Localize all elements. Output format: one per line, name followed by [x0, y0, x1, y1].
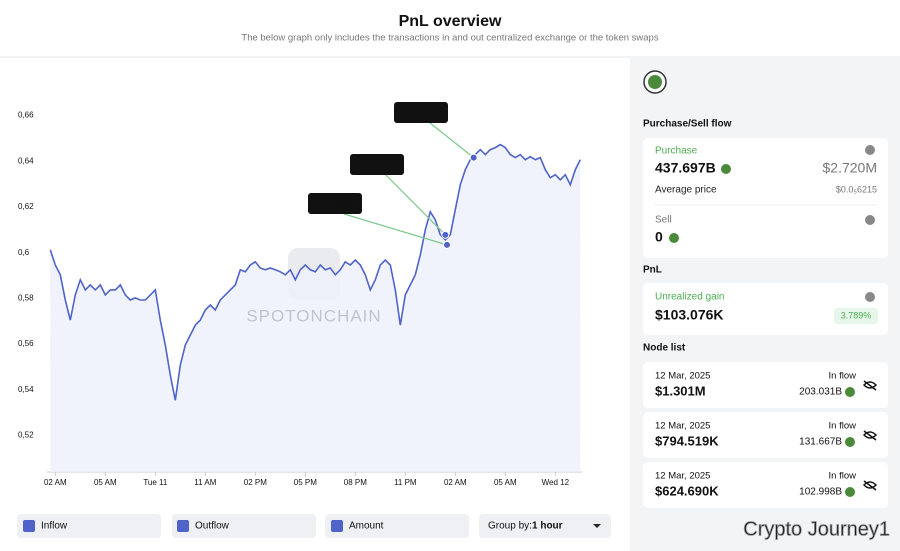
area	[50, 144, 581, 472]
dropdown-arrow	[593, 524, 601, 528]
chart: SPOTONCHAIN0,520,540,560,580,60,620,640,…	[18, 102, 582, 487]
token-icon	[845, 487, 855, 497]
x-tick-label: 11 AM	[194, 478, 216, 487]
annotation-connector	[385, 174, 446, 236]
node-amount: 131.667B	[799, 437, 842, 448]
x-tick-label: 05 PM	[294, 478, 317, 487]
avg-price-label: Average price	[655, 185, 717, 196]
node-type: In flow	[829, 421, 857, 432]
annotation-point	[469, 153, 478, 162]
y-tick-label: 0,52	[18, 431, 34, 440]
x-tick-label: 02 AM	[444, 478, 467, 487]
node-date: 12 Mar, 2025	[655, 471, 710, 482]
node-date: 12 Mar, 2025	[655, 421, 710, 432]
subtitle: The below graph only includes the transa…	[241, 33, 658, 44]
avg-price-value: $0.0₅6215	[836, 184, 877, 194]
annotation-box	[394, 102, 448, 123]
token-icon	[648, 75, 662, 89]
y-tick-label: 0,54	[18, 385, 34, 394]
annotation-box	[308, 193, 362, 214]
token-icon	[845, 437, 855, 447]
help-icon[interactable]	[865, 145, 875, 155]
purchase-amount: 437.697B	[655, 160, 716, 176]
checkbox-box[interactable]	[325, 514, 469, 538]
sell-amount: 0	[655, 229, 663, 245]
card	[643, 138, 888, 258]
checkbox-box[interactable]	[172, 514, 316, 538]
annotation-connector	[429, 122, 475, 159]
title: PnL overview	[399, 13, 502, 30]
annotation-point	[443, 240, 451, 249]
node-card	[643, 462, 888, 508]
y-tick-label: 0,66	[18, 111, 34, 120]
purchase-label: Purchase	[655, 146, 698, 157]
node-card	[643, 412, 888, 458]
node-list: 12 Mar, 2025 In flow $1.301M 203.031B 12 Mar…	[643, 362, 888, 508]
x-tick-label: Tue 11	[143, 478, 168, 487]
checkbox[interactable]	[331, 520, 343, 532]
node-date: 12 Mar, 2025	[655, 371, 710, 382]
annotation-label: 203.031B	[402, 107, 441, 117]
y-tick-label: 0,56	[18, 339, 34, 348]
x-tick-label: 05 AM	[494, 478, 517, 487]
section-title: Purchase/Sell flow	[643, 119, 732, 130]
node-amount: 203.031B	[799, 387, 842, 398]
node-usd: $624.690K	[655, 483, 719, 498]
pnl-percent: 3.789%	[841, 310, 872, 320]
y-tick-label: 0,64	[18, 156, 34, 165]
hide-icon[interactable]	[862, 380, 878, 391]
group-by-value: 1 hour	[532, 521, 563, 532]
y-tick-label: 0,62	[18, 202, 34, 211]
checkbox[interactable]	[177, 520, 189, 532]
help-icon[interactable]	[865, 215, 875, 225]
token-icon	[721, 164, 731, 174]
x-tick-label: Wed 12	[542, 478, 570, 487]
section-title: Node list	[643, 343, 686, 354]
x-tick-label: 11 PM	[394, 478, 417, 487]
checkbox[interactable]	[23, 520, 35, 532]
annotation-box	[350, 154, 404, 175]
token-icon	[669, 233, 679, 243]
node-usd: $794.519K	[655, 433, 719, 448]
hide-icon[interactable]	[862, 430, 878, 441]
section-title: PnL	[643, 265, 662, 276]
pnl-label: Unrealized gain	[655, 292, 725, 303]
node-usd: $1.301M	[655, 383, 706, 398]
line	[49, 143, 582, 401]
annotation-label: 102.998B	[316, 198, 355, 208]
purchase-usd: $2.720M	[823, 160, 877, 176]
y-tick-label: 0,6	[18, 248, 30, 257]
x-tick-label: 02 AM	[44, 478, 67, 487]
annotation-connector	[343, 213, 448, 246]
checkbox-label: Outflow	[195, 521, 230, 532]
token-icon	[845, 387, 855, 397]
node-amount: 102.998B	[799, 487, 842, 498]
sidebar: Purchase/Sell flow Purchase 437.697B $2.…	[630, 57, 900, 551]
node-type: In flow	[829, 471, 857, 482]
group-by-select[interactable]	[479, 514, 611, 538]
sell-label: Sell	[655, 215, 672, 226]
card	[643, 283, 888, 335]
hide-icon[interactable]	[862, 480, 878, 491]
x-tick-label: 08 PM	[344, 478, 367, 487]
node-type: In flow	[829, 371, 857, 382]
annotation-label: 131.667B	[358, 159, 397, 169]
watermark: Crypto Journey1	[743, 518, 890, 540]
x-tick-label: 02 PM	[244, 478, 267, 487]
x-tick-label: 05 AM	[94, 478, 117, 487]
y-tick-label: 0,58	[18, 293, 34, 302]
node-card	[643, 362, 888, 408]
annotation-point	[441, 230, 450, 239]
checkbox-label: Amount	[349, 521, 384, 532]
controls: Inflow Outflow Amount Group by: 1 hour	[17, 514, 611, 538]
pnl-value: $103.076K	[655, 307, 724, 323]
checkbox-box[interactable]	[17, 514, 161, 538]
group-by-label: Group by:	[488, 521, 532, 532]
badge	[834, 308, 878, 324]
help-icon[interactable]	[865, 292, 875, 302]
checkbox-label: Inflow	[41, 521, 68, 532]
